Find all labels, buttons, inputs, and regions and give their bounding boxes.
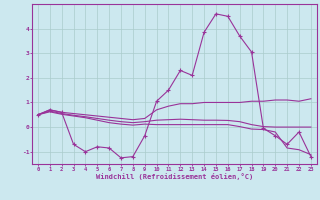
X-axis label: Windchill (Refroidissement éolien,°C): Windchill (Refroidissement éolien,°C) xyxy=(96,173,253,180)
